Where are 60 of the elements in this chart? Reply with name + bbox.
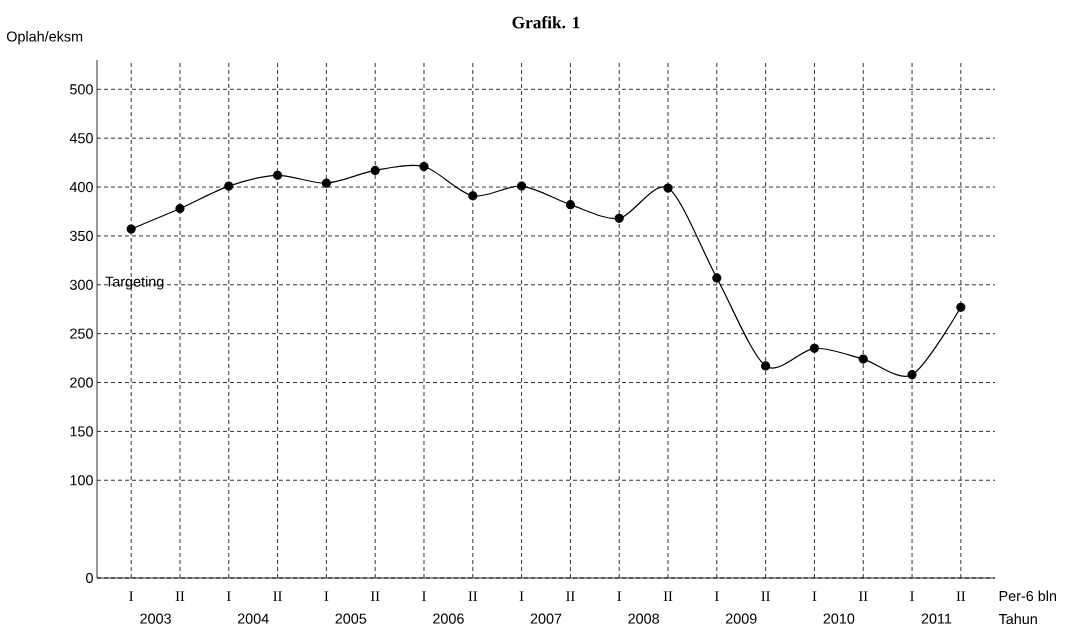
x-tick-label: I <box>519 591 524 601</box>
point <box>712 273 722 283</box>
x-tick-label: II <box>468 591 478 601</box>
x-tick-label: I <box>714 591 719 601</box>
y-tick-label: 150 <box>70 426 93 437</box>
text: 2005 <box>335 613 367 624</box>
text: 2007 <box>530 613 562 624</box>
x-tick-label: II <box>761 591 770 601</box>
x-tick-label: II <box>175 591 185 601</box>
y-tick-label: 350 <box>69 230 93 242</box>
x-tick-label: I <box>422 591 426 601</box>
x-tick-label: I <box>617 591 622 601</box>
x-tick-label: I <box>910 591 914 601</box>
point <box>517 181 527 191</box>
annotation: Targeting <box>105 276 164 290</box>
x-tick-label: II <box>370 591 380 601</box>
y-tick-label: 450 <box>69 133 93 144</box>
y-tick-label: 300 <box>69 279 93 290</box>
x-tick-label: II <box>663 591 673 601</box>
point <box>614 213 624 223</box>
y-tick-label: 100 <box>70 475 93 486</box>
point <box>419 161 429 172</box>
point <box>370 165 380 176</box>
text: Tahun <box>998 613 1037 625</box>
point <box>809 343 820 353</box>
point <box>858 354 868 364</box>
x-tick-label: I <box>129 591 134 601</box>
x-tick-label: I <box>226 591 231 601</box>
y-tick-label: 0 <box>86 572 93 584</box>
point <box>175 203 185 214</box>
x-axis-title: Per-6 bln <box>999 590 1057 602</box>
point <box>224 181 234 191</box>
y-tick-label: 250 <box>70 328 93 339</box>
y-tick-label: 400 <box>69 181 93 193</box>
point <box>321 178 331 188</box>
x-tick-label: II <box>273 591 282 601</box>
y-axis-title: Oplah/eksm <box>6 31 83 45</box>
text: 2011 <box>921 613 952 624</box>
point <box>956 302 966 312</box>
point <box>468 191 478 201</box>
point <box>761 361 771 371</box>
point <box>565 200 576 210</box>
text: 2004 <box>237 613 269 624</box>
text: 2006 <box>433 613 464 624</box>
x-tick-label: I <box>324 591 329 601</box>
point <box>272 170 283 180</box>
text: 2009 <box>725 613 757 624</box>
text: 2008 <box>628 613 659 624</box>
x-tick-label: I <box>812 591 817 601</box>
point <box>907 370 917 380</box>
y-tick-label: 200 <box>70 377 93 388</box>
text: 2010 <box>823 613 855 624</box>
x-tick-label: II <box>566 591 575 601</box>
x-tick-label: II <box>956 591 966 601</box>
y-tick-label: 500 <box>70 84 93 95</box>
text: 2003 <box>140 613 171 624</box>
point <box>126 224 136 234</box>
chart-title: Grafik. 1 <box>512 16 580 29</box>
x-tick-label: II <box>858 591 868 601</box>
point <box>663 183 673 193</box>
